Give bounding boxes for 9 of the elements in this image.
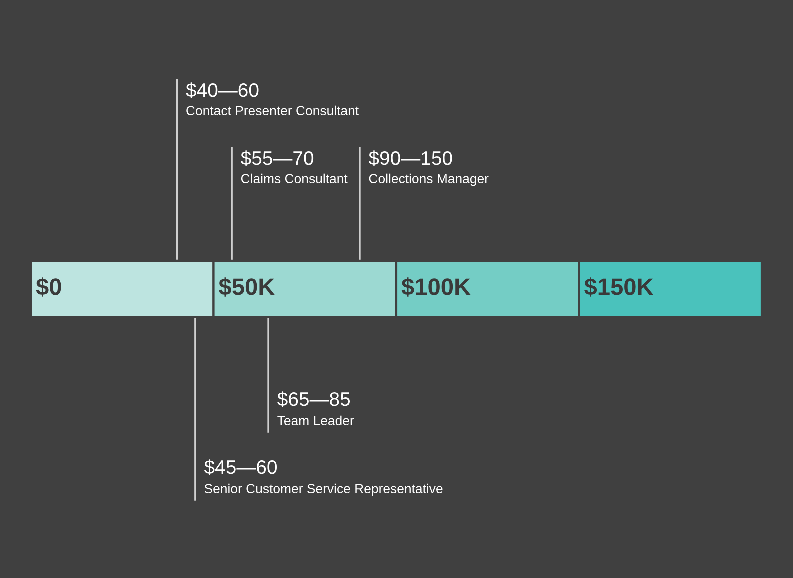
annotation: $150K — [584, 278, 654, 297]
ref-line-label: $90—150 Collections Manager — [368, 150, 489, 186]
ref-line-label: $45—60 Senior Customer Service Representative — [204, 460, 443, 496]
ref-line-label: $65—85 Team Leader — [278, 392, 354, 426]
ref-line-label: $55—70 Claims Consultant — [241, 150, 348, 184]
annotation: $50K — [219, 278, 275, 297]
annotation: $100K — [402, 278, 471, 297]
annotation: $0 — [36, 278, 62, 297]
ref-line-label: $40—60 Contact Presenter Consultant — [186, 82, 359, 116]
